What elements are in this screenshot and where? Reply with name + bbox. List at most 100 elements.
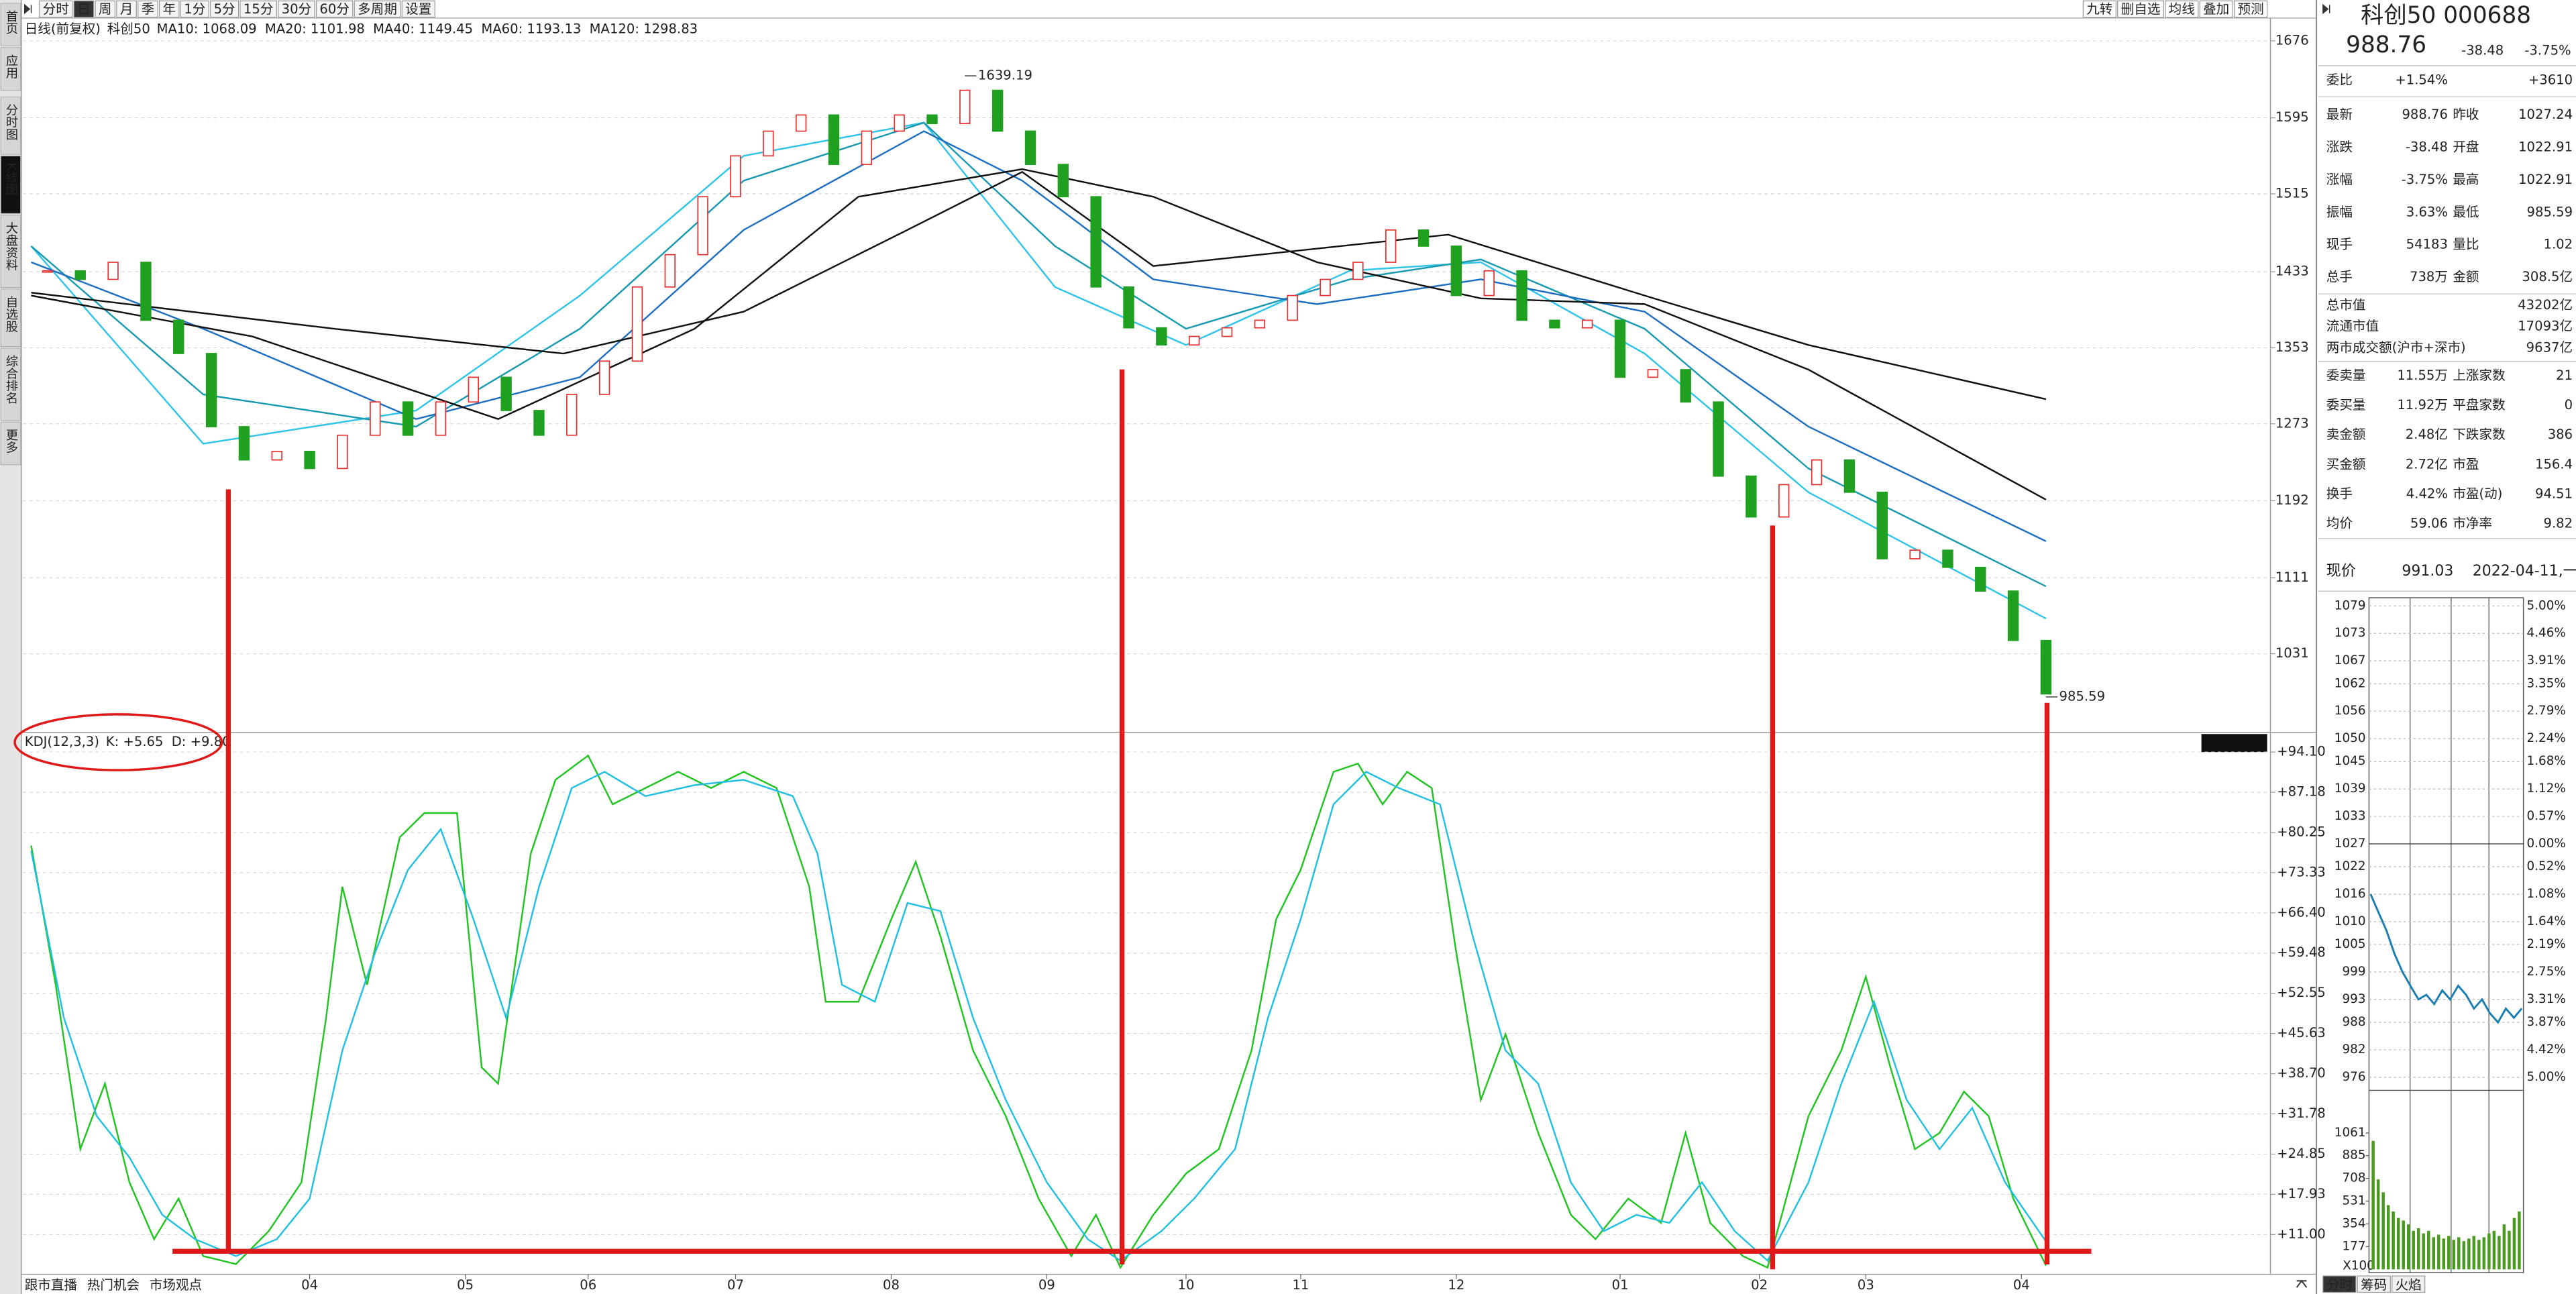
- tool-button-label[interactable]: 九转: [2086, 1, 2112, 17]
- candle: [238, 426, 250, 461]
- quote-value: 386: [2548, 427, 2573, 442]
- volume-bar: [2426, 1230, 2430, 1270]
- tool-button[interactable]: [2082, 0, 2116, 18]
- bottom-link[interactable]: 市场观点: [150, 1277, 202, 1293]
- period-button[interactable]: [354, 0, 401, 18]
- sidebar-tab[interactable]: [0, 156, 21, 214]
- sidebar-tab[interactable]: [0, 421, 21, 466]
- intraday-tick-label: 1073: [2334, 626, 2366, 640]
- tool-button-label[interactable]: 预测: [2238, 1, 2264, 17]
- period-button[interactable]: [315, 0, 354, 18]
- sidebar-tab-label[interactable]: 自选股: [4, 296, 18, 333]
- intraday-tick-label: 1033: [2334, 809, 2366, 823]
- intraday-tick-label: 1062: [2334, 676, 2366, 690]
- period-button-label[interactable]: 分时: [43, 1, 69, 17]
- candle: [1843, 459, 1856, 493]
- period-button[interactable]: [180, 0, 209, 18]
- period-button[interactable]: [73, 0, 95, 18]
- y-tick-label: 1433: [2275, 264, 2309, 279]
- sidebar-tab-label[interactable]: 更多: [4, 429, 18, 453]
- period-button[interactable]: [239, 0, 277, 18]
- period-button[interactable]: [95, 0, 116, 18]
- mini-tab-label[interactable]: 分时: [2326, 1277, 2353, 1293]
- bottom-link[interactable]: 跟市直播: [25, 1277, 78, 1293]
- period-button[interactable]: [158, 0, 180, 18]
- scroll-top-icon[interactable]: [2296, 1279, 2308, 1288]
- candle: [1123, 286, 1134, 329]
- quote-value: 2.72亿: [2406, 456, 2448, 472]
- sidebar-tab-label[interactable]: 大盘资料: [4, 221, 18, 270]
- quote-value: 94.51: [2535, 486, 2573, 501]
- tool-button[interactable]: [2117, 0, 2164, 18]
- y-tick-label: +94.10: [2277, 744, 2325, 759]
- period-button-label[interactable]: 5分: [214, 1, 235, 17]
- sidebar-tab-label[interactable]: 首页: [4, 10, 18, 35]
- period-button-label[interactable]: 季: [142, 1, 155, 17]
- period-button-label[interactable]: 多周期: [358, 1, 397, 17]
- bottom-link[interactable]: 热门机会: [87, 1277, 140, 1293]
- period-button-label[interactable]: 日: [77, 1, 91, 17]
- sidebar-tab-label[interactable]: 综合排名: [4, 355, 18, 404]
- now-value: 991.03: [2402, 563, 2453, 580]
- candle: [304, 451, 315, 470]
- y-tick-label: +45.63: [2277, 1025, 2325, 1040]
- period-button-label[interactable]: 1分: [184, 1, 205, 17]
- period-button-label[interactable]: 月: [120, 1, 133, 17]
- sidebar-tab[interactable]: [0, 96, 21, 155]
- tool-button-label[interactable]: 叠加: [2203, 1, 2229, 17]
- mini-tab-label[interactable]: 筹码: [2361, 1277, 2387, 1293]
- period-button-label[interactable]: 设置: [405, 1, 431, 17]
- sidebar-tab[interactable]: [0, 347, 21, 421]
- panel-toggle[interactable]: [2322, 3, 2330, 15]
- period-button[interactable]: [278, 0, 315, 18]
- sidebar-tab[interactable]: [0, 3, 21, 47]
- mini-tab[interactable]: [2357, 1275, 2391, 1293]
- candle: [1516, 270, 1527, 321]
- quote-label: 振幅: [2326, 204, 2353, 219]
- period-button[interactable]: [401, 0, 435, 18]
- intraday-pct-label: 4.42%: [2527, 1042, 2566, 1057]
- tool-button[interactable]: [2234, 0, 2268, 18]
- period-button[interactable]: [138, 0, 158, 18]
- tool-button[interactable]: [2165, 0, 2199, 18]
- sidebar-tab-label[interactable]: K线图: [4, 162, 18, 195]
- sidebar-tab-label[interactable]: 分时图: [4, 103, 18, 140]
- sidebar-tab[interactable]: [0, 288, 21, 347]
- tool-button-label[interactable]: 删自选: [2121, 1, 2161, 17]
- intraday-tick-label: 988: [2342, 1015, 2365, 1029]
- ma-legend: MA10: 1068.09: [157, 21, 257, 37]
- period-button-label[interactable]: 15分: [244, 1, 274, 17]
- toolbar-arrow[interactable]: [24, 3, 32, 15]
- quote-value: 0: [2565, 397, 2573, 413]
- mini-tab[interactable]: [2392, 1275, 2426, 1293]
- sidebar-tab-label[interactable]: 应用: [4, 54, 18, 79]
- period-button[interactable]: [39, 0, 73, 18]
- tool-button[interactable]: [2199, 0, 2233, 18]
- mini-tab-label[interactable]: 火焰: [2396, 1277, 2422, 1293]
- sidebar-tab[interactable]: [0, 47, 21, 91]
- mini-tab[interactable]: [2322, 1275, 2357, 1293]
- y-tick-label: +66.40: [2277, 904, 2325, 920]
- volume-bar: [2381, 1192, 2385, 1270]
- volume-bar: [2477, 1240, 2481, 1270]
- x-tick-label: 10: [1178, 1277, 1195, 1293]
- period-button-label[interactable]: 周: [99, 1, 112, 17]
- volume-bar: [2482, 1237, 2486, 1270]
- candle: [1942, 549, 1953, 568]
- period-button-label[interactable]: 年: [162, 1, 176, 17]
- period-button-label[interactable]: 60分: [319, 1, 350, 17]
- period-button[interactable]: [116, 0, 137, 18]
- legend-text: 科创50: [107, 21, 150, 37]
- candle: [1254, 319, 1266, 329]
- period-button[interactable]: [210, 0, 239, 18]
- period-button-label[interactable]: 30分: [282, 1, 312, 17]
- tool-button-label[interactable]: 均线: [2169, 1, 2195, 17]
- candle: [991, 89, 1004, 132]
- candle: [1417, 229, 1430, 247]
- volume-bar: [2457, 1237, 2461, 1270]
- quote-value: 43202亿: [2518, 297, 2573, 313]
- indicator-button[interactable]: [2201, 734, 2267, 753]
- sidebar-tab[interactable]: [0, 215, 21, 288]
- candle: [1680, 369, 1691, 403]
